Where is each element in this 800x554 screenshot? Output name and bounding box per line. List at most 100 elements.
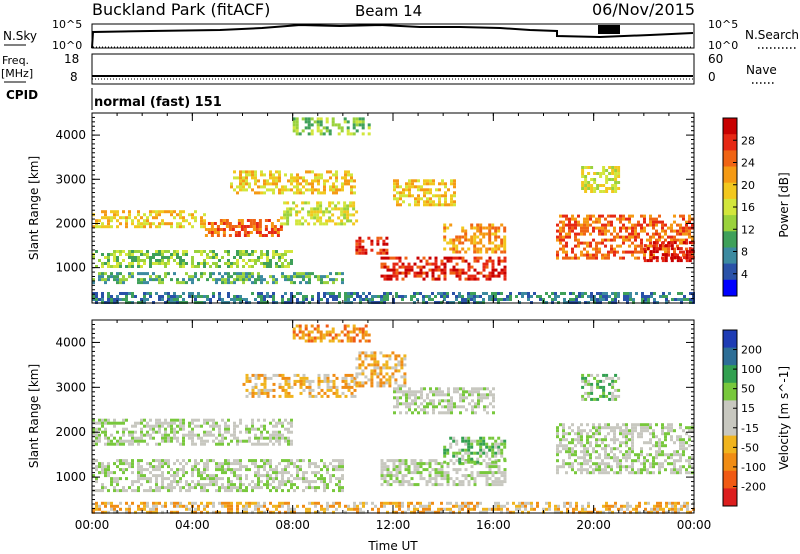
echo-cell bbox=[203, 430, 206, 434]
echo-cell bbox=[176, 225, 179, 229]
echo-cell bbox=[411, 179, 414, 183]
echo-cell bbox=[467, 262, 471, 266]
echo-cell bbox=[503, 274, 507, 278]
echo-cell bbox=[266, 376, 270, 380]
echo-cell bbox=[580, 253, 583, 257]
echo-cell bbox=[245, 477, 248, 481]
echo-cell bbox=[650, 292, 653, 295]
echo-cell bbox=[367, 339, 371, 343]
echo-cell bbox=[260, 424, 263, 428]
echo-cell bbox=[500, 241, 504, 245]
echo-cell bbox=[625, 429, 628, 433]
echo-cell bbox=[320, 275, 323, 279]
echo-cell bbox=[331, 219, 335, 223]
echo-cell bbox=[455, 295, 458, 298]
echo-cell bbox=[643, 214, 646, 218]
echo-cell bbox=[302, 185, 305, 189]
echo-cell bbox=[340, 330, 344, 334]
echo-cell bbox=[405, 194, 408, 198]
echo-cell bbox=[373, 369, 377, 373]
echo-cell bbox=[122, 210, 125, 214]
echo-cell bbox=[643, 259, 647, 263]
echo-cell bbox=[667, 241, 671, 245]
echo-cell bbox=[281, 504, 284, 508]
echo-cell bbox=[301, 207, 305, 211]
echo-cell bbox=[295, 123, 299, 127]
echo-cell bbox=[480, 387, 483, 391]
echo-cell bbox=[568, 426, 571, 430]
echo-cell bbox=[443, 229, 447, 233]
echo-cell bbox=[239, 170, 242, 174]
echo-cell bbox=[586, 438, 589, 442]
echo-cell bbox=[604, 450, 607, 454]
echo-cell bbox=[571, 465, 574, 469]
echo-cell bbox=[98, 433, 101, 437]
echo-cell bbox=[185, 507, 188, 511]
echo-cell bbox=[304, 339, 308, 343]
echo-cell bbox=[640, 238, 643, 242]
echo-cell bbox=[317, 275, 320, 279]
echo-cell bbox=[326, 379, 330, 383]
echo-cell bbox=[301, 117, 305, 121]
echo-cell bbox=[631, 214, 634, 218]
echo-cell bbox=[278, 170, 281, 174]
echo-cell bbox=[101, 210, 104, 214]
echo-cell bbox=[245, 486, 248, 490]
echo-cell bbox=[631, 432, 634, 436]
echo-cell bbox=[376, 381, 380, 385]
echo-cell bbox=[119, 262, 122, 265]
echo-cell bbox=[410, 477, 414, 481]
echo-cell bbox=[559, 232, 562, 236]
velocity-echo-cells bbox=[92, 324, 695, 514]
echo-cell bbox=[302, 298, 305, 301]
echo-cell bbox=[158, 501, 161, 505]
echo-cell bbox=[263, 262, 266, 265]
echo-cell bbox=[602, 373, 606, 377]
echo-cell bbox=[559, 226, 562, 230]
echo-cell bbox=[212, 295, 215, 298]
echo-cell bbox=[447, 390, 450, 394]
echo-cell bbox=[655, 238, 658, 242]
echo-cell bbox=[637, 244, 640, 248]
echo-cell bbox=[586, 459, 589, 463]
echo-cell bbox=[574, 235, 577, 239]
echo-cell bbox=[191, 427, 194, 431]
echo-cell bbox=[319, 123, 323, 127]
echo-cell bbox=[452, 292, 455, 295]
echo-cell bbox=[649, 465, 652, 469]
echo-cell bbox=[317, 486, 320, 490]
echo-cell bbox=[679, 259, 683, 263]
echo-cell bbox=[266, 253, 269, 256]
echo-cell bbox=[380, 483, 384, 487]
echo-cell bbox=[622, 235, 625, 239]
echo-cell bbox=[368, 292, 371, 295]
echo-cell bbox=[107, 471, 110, 475]
echo-cell bbox=[589, 244, 592, 248]
echo-cell bbox=[471, 387, 474, 391]
echo-cell bbox=[565, 241, 568, 245]
echo-cell bbox=[459, 387, 462, 391]
echo-cell bbox=[434, 277, 438, 281]
echo-cell bbox=[614, 397, 618, 401]
echo-cell bbox=[137, 278, 140, 282]
echo-cell bbox=[556, 447, 559, 451]
echo-cell bbox=[119, 222, 122, 226]
echo-cell bbox=[176, 418, 179, 422]
echo-cell bbox=[441, 203, 444, 207]
echo-cell bbox=[146, 462, 149, 466]
echo-cell bbox=[209, 272, 212, 276]
echo-cell bbox=[584, 292, 587, 295]
echo-cell bbox=[643, 456, 646, 460]
echo-cell bbox=[405, 182, 408, 186]
echo-cell bbox=[260, 275, 263, 279]
echo-cell bbox=[167, 222, 170, 226]
echo-cell bbox=[257, 388, 261, 392]
echo-cell bbox=[260, 373, 264, 377]
echo-cell bbox=[479, 439, 483, 443]
echo-cell bbox=[485, 274, 489, 278]
echo-cell bbox=[631, 459, 634, 463]
echo-cell bbox=[272, 480, 275, 484]
echo-cell bbox=[580, 223, 583, 227]
echo-cell bbox=[128, 433, 131, 437]
echo-cell bbox=[290, 510, 293, 514]
